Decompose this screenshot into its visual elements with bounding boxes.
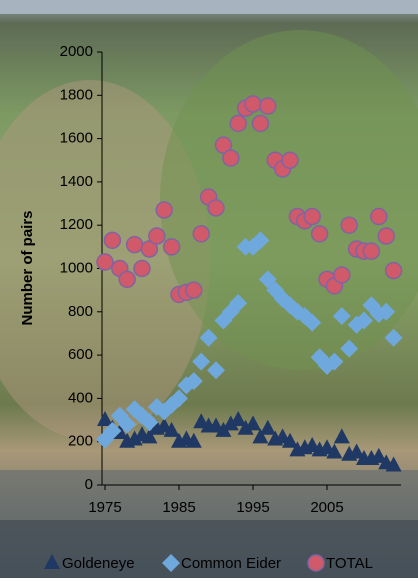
data-point xyxy=(282,152,298,168)
data-point xyxy=(193,226,209,242)
x-tick-label: 2005 xyxy=(310,499,343,516)
data-point xyxy=(378,228,394,244)
data-point xyxy=(260,98,276,114)
legend-label: Goldeneye xyxy=(62,555,135,572)
data-point xyxy=(97,254,113,270)
y-tick-label: 1400 xyxy=(60,173,93,190)
y-tick-label: 1000 xyxy=(60,259,93,276)
y-tick-label: 1600 xyxy=(60,130,93,147)
data-point xyxy=(208,200,224,216)
y-tick-label: 200 xyxy=(68,433,93,450)
y-tick-label: 400 xyxy=(68,389,93,406)
data-point xyxy=(371,209,387,225)
legend-label: TOTAL xyxy=(326,555,373,572)
data-point xyxy=(156,202,172,218)
data-point xyxy=(104,232,120,248)
x-tick-label: 1995 xyxy=(236,499,269,516)
data-point xyxy=(230,115,246,131)
y-tick-label: 0 xyxy=(85,476,93,493)
y-tick-label: 600 xyxy=(68,346,93,363)
chart: Number of pairs 0 200 400 600 800 1000 1200 140… xyxy=(0,0,418,578)
x-tick-label: 1975 xyxy=(88,499,121,516)
data-point xyxy=(341,217,357,233)
sky xyxy=(0,0,418,14)
y-axis-label: Number of pairs xyxy=(19,210,36,325)
legend-marker xyxy=(308,555,324,571)
y-tick-label: 1200 xyxy=(60,216,93,233)
data-point xyxy=(149,228,165,244)
x-tick-label: 1985 xyxy=(162,499,195,516)
data-point xyxy=(245,96,261,112)
data-point xyxy=(186,282,202,298)
y-tick-label: 1800 xyxy=(60,86,93,103)
data-point xyxy=(312,226,328,242)
y-tick-label: 800 xyxy=(68,303,93,320)
data-point xyxy=(252,115,268,131)
data-point xyxy=(127,237,143,253)
data-point xyxy=(119,271,135,287)
data-point xyxy=(164,239,180,255)
data-point xyxy=(134,261,150,277)
data-point xyxy=(386,263,402,279)
legend-label: Common Eider xyxy=(181,555,281,572)
data-point xyxy=(223,150,239,166)
page: {"chart_data": {"type": "scatter", "ylab… xyxy=(0,0,418,583)
y-tick-label: 2000 xyxy=(60,43,93,60)
data-point xyxy=(334,267,350,283)
data-point xyxy=(304,209,320,225)
data-point xyxy=(363,243,379,259)
